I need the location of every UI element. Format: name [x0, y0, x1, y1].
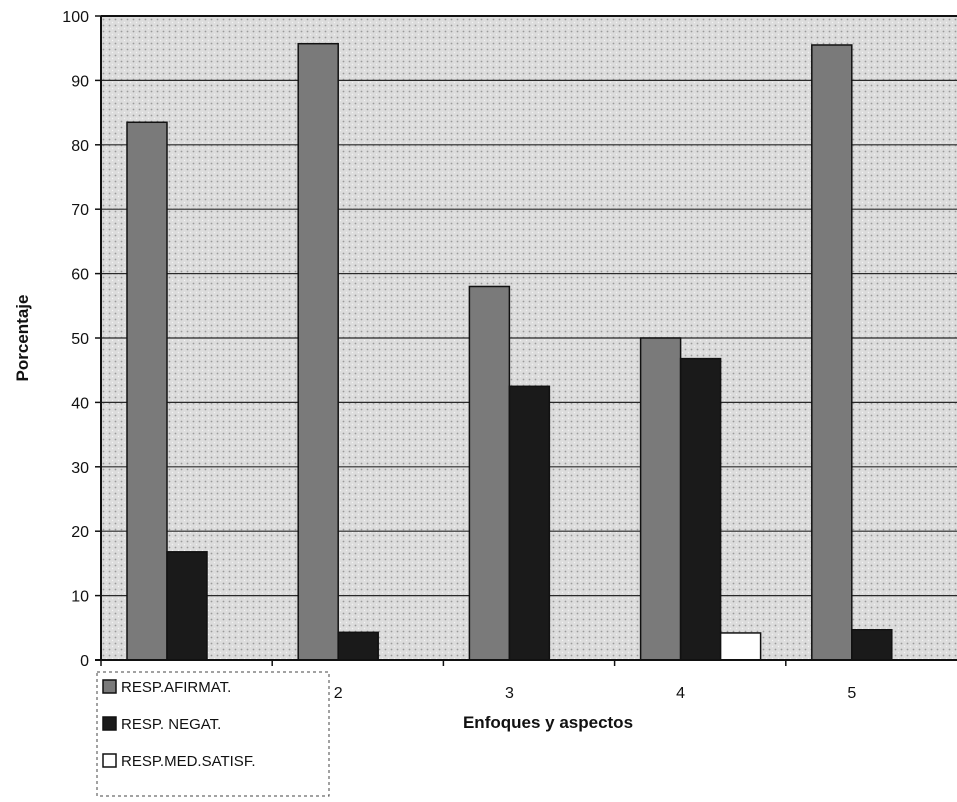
bar-2-2 [337, 631, 379, 661]
legend-swatch [102, 679, 117, 694]
y-tick-label: 20 [71, 524, 89, 541]
bar-1-1 [126, 121, 168, 661]
bar-2-1 [166, 551, 208, 661]
bar-2-5 [851, 628, 893, 661]
bar-1-3 [468, 285, 511, 661]
y-tick-label: 40 [71, 395, 89, 412]
bar-1-5 [811, 44, 853, 661]
legend-label: RESP.AFIRMAT. [121, 679, 231, 696]
legend: RESP.AFIRMAT. RESP. NEGAT. RESP.MED.SATISF… [96, 671, 330, 797]
bar-2-3 [508, 385, 551, 661]
legend-box [96, 671, 330, 797]
x-tick-label: 4 [676, 685, 685, 702]
legend-swatch [102, 716, 117, 731]
y-tick-label: 70 [71, 202, 89, 219]
y-tick-label: 60 [71, 267, 89, 284]
y-axis-title: Porcentaje [13, 295, 32, 382]
bar-1-2 [297, 42, 339, 661]
y-tick-label: 10 [71, 589, 89, 606]
legend-label: RESP.MED.SATISF. [121, 753, 255, 770]
y-tick-label: 30 [71, 460, 89, 477]
y-tick-label: 80 [71, 138, 89, 155]
bar-2-4 [679, 357, 722, 661]
bar-3-4 [719, 632, 762, 661]
bars [126, 42, 893, 661]
x-tick-label: 2 [334, 685, 343, 702]
x-axis-title: Enfoques y aspectos [463, 713, 633, 732]
y-tick-labels: 0 10 20 30 40 50 60 70 80 90 100 [62, 9, 101, 670]
bar-1-4 [639, 337, 682, 661]
y-tick-label: 0 [80, 653, 89, 670]
x-tick-label: 3 [505, 685, 514, 702]
legend-swatch [102, 753, 117, 768]
legend-label: RESP. NEGAT. [121, 716, 221, 733]
y-tick-label: 50 [71, 331, 89, 348]
y-tick-label: 90 [71, 73, 89, 90]
y-tick-label: 100 [62, 9, 89, 26]
x-tick-label: 5 [847, 685, 856, 702]
